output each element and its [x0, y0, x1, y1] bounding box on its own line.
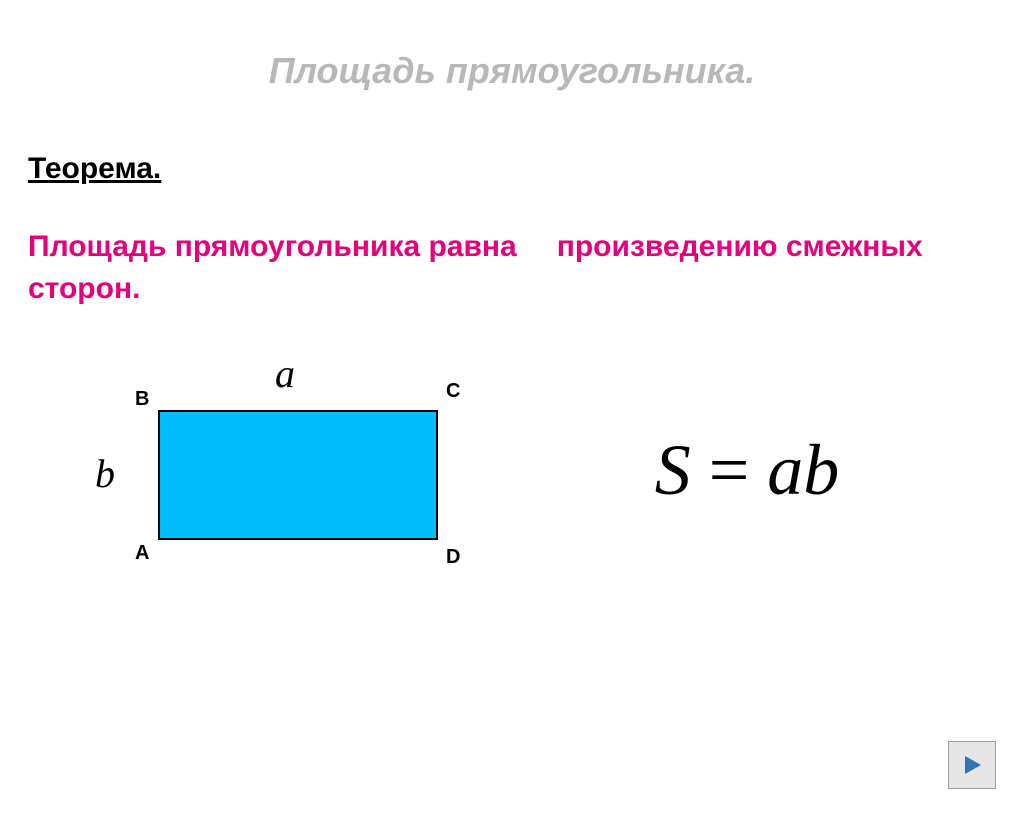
content-row: a b A B C D S = ab [0, 340, 1024, 600]
side-label-b: b [95, 450, 115, 497]
theorem-part1: Площадь прямоугольника равна [28, 230, 517, 263]
next-slide-button[interactable] [948, 741, 996, 789]
rectangle-diagram: a b A B C D [50, 340, 470, 600]
side-label-a: a [275, 350, 295, 397]
vertex-B: B [135, 388, 149, 411]
theorem-label: Теорема. [0, 152, 1024, 186]
area-formula: S = ab [655, 430, 840, 510]
formula-S: S [655, 430, 691, 510]
vertex-A: A [135, 542, 149, 565]
formula-ab: ab [767, 430, 839, 510]
page-title: Площадь прямоугольника. [0, 50, 1024, 92]
formula-eq: = [691, 430, 768, 510]
rectangle-shape [158, 410, 438, 540]
vertex-D: D [446, 546, 460, 569]
triangle-right-icon [960, 753, 984, 777]
theorem-statement: Площадь прямоугольника равнапроизведению… [0, 226, 1024, 310]
formula-area: S = ab [470, 429, 1024, 512]
vertex-C: C [446, 380, 460, 403]
